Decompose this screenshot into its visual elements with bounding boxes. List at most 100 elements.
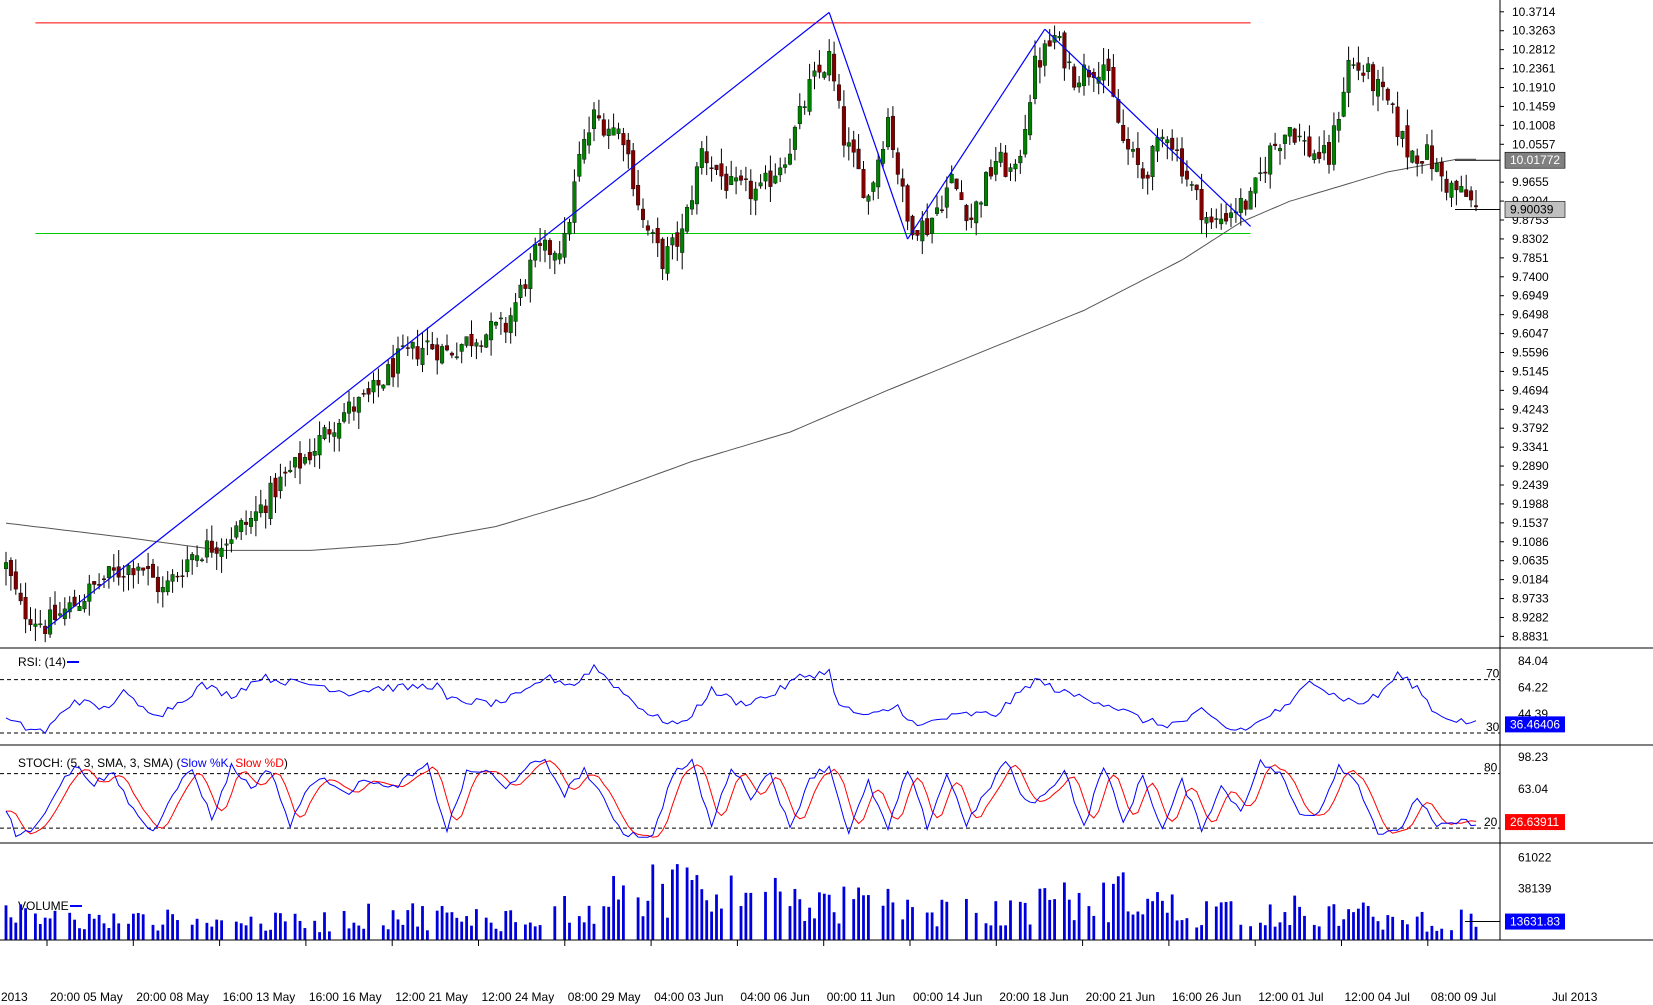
candle [1375, 69, 1380, 112]
candle-body [1130, 149, 1135, 152]
candle-body [523, 284, 528, 289]
candle-body [77, 605, 82, 612]
candle [503, 317, 508, 344]
volume-pane[interactable]: VOLUME [4, 864, 1478, 940]
candle-body [1214, 218, 1219, 220]
volume-bar [1327, 906, 1331, 940]
volume-bar [53, 910, 57, 940]
stoch-pane[interactable]: STOCH: (5, 3, SMA, 3, SMA) (Slow %K, Slo… [0, 756, 1500, 838]
volume-bar [357, 925, 361, 940]
volume-bar [494, 928, 498, 940]
candle [528, 253, 533, 303]
candle [739, 169, 744, 186]
candle [116, 550, 121, 586]
candle-body [763, 172, 768, 182]
candle-body [1287, 127, 1292, 137]
candle [121, 565, 126, 592]
candle-body [1008, 167, 1013, 172]
price-tick-label: 9.4243 [1512, 402, 1549, 416]
candle-body [631, 150, 636, 190]
volume-bar [504, 911, 508, 940]
candle-body [1238, 197, 1243, 213]
volume-bar [367, 903, 370, 940]
candle-body [1312, 153, 1317, 160]
time-tick-label: 12:00 01 Jul [1258, 990, 1323, 1004]
candle [758, 174, 763, 189]
candle-body [322, 427, 327, 439]
candle [1023, 114, 1028, 158]
volume-bar [107, 928, 111, 940]
candle [1380, 66, 1385, 101]
price-pane[interactable] [3, 11, 1478, 643]
time-axis[interactable]: 2013 20:00 05 May 20:00 08 May 16:00 13 May… [1, 940, 1598, 1004]
candle [92, 581, 97, 594]
volume-bar [455, 917, 459, 940]
volume-bar [1009, 900, 1012, 940]
trendline [1044, 28, 1252, 227]
candle-body [675, 232, 680, 247]
candle-body [405, 347, 410, 349]
volume-bar [881, 905, 885, 940]
candle [1126, 127, 1131, 165]
candle-body [1424, 144, 1429, 160]
candle-body [33, 623, 38, 627]
volume-bar [470, 925, 473, 940]
volume-bar [313, 920, 317, 940]
candle [494, 321, 499, 329]
volume-bar [24, 908, 27, 940]
volume-bar [1293, 895, 1297, 940]
candle-body [484, 334, 489, 348]
candle [944, 176, 949, 219]
candle [1385, 87, 1390, 105]
volume-bar [1038, 888, 1042, 940]
candle [307, 438, 312, 465]
volume-bar [259, 923, 263, 940]
price-tick-label: 10.2812 [1512, 43, 1556, 57]
candle-body [685, 206, 690, 232]
stoch-d-line [6, 760, 1477, 838]
candle [1209, 208, 1214, 229]
candle-body [190, 554, 195, 561]
candle-body [729, 176, 734, 185]
candle-body [890, 115, 895, 150]
candle [1214, 208, 1219, 229]
volume-bar [1112, 883, 1115, 940]
candle-body [106, 566, 111, 579]
volume-bar [622, 885, 625, 940]
candle [1018, 149, 1023, 174]
price-tick-label: 9.1086 [1512, 535, 1549, 549]
volume-bar [852, 899, 856, 940]
volume-bar [607, 906, 611, 940]
candle-body [141, 567, 146, 571]
volume-bar [484, 917, 488, 940]
volume-bar [386, 929, 390, 940]
volume-bar [489, 922, 493, 940]
candle-body [1351, 64, 1356, 66]
candle [479, 340, 484, 353]
volume-bar [1239, 924, 1243, 940]
candle [959, 180, 964, 201]
candle-body [175, 575, 180, 578]
candle [636, 169, 641, 211]
candle-body [582, 139, 587, 160]
volume-bar [641, 916, 645, 940]
candle-body [1165, 139, 1170, 144]
volume-bar [930, 912, 934, 940]
volume-bar [1474, 926, 1478, 940]
price-tick-label: 10.0557 [1512, 137, 1556, 151]
volume-bar [651, 864, 655, 940]
volume-bar [592, 923, 596, 940]
rsi-pane[interactable]: RSI: (14) 70 30 [0, 655, 1500, 734]
candle-body [1145, 174, 1150, 179]
candle [489, 312, 494, 356]
volume-bar [1406, 924, 1409, 940]
candle-body [449, 352, 454, 356]
candle-body [204, 540, 209, 558]
volume-bar [1298, 906, 1301, 940]
volume-bar [1337, 925, 1341, 940]
candle-body [734, 177, 739, 182]
candle-body [13, 571, 18, 590]
rsi-levels: 70 30 [0, 667, 1500, 734]
candle [670, 233, 675, 260]
candle [582, 129, 587, 164]
